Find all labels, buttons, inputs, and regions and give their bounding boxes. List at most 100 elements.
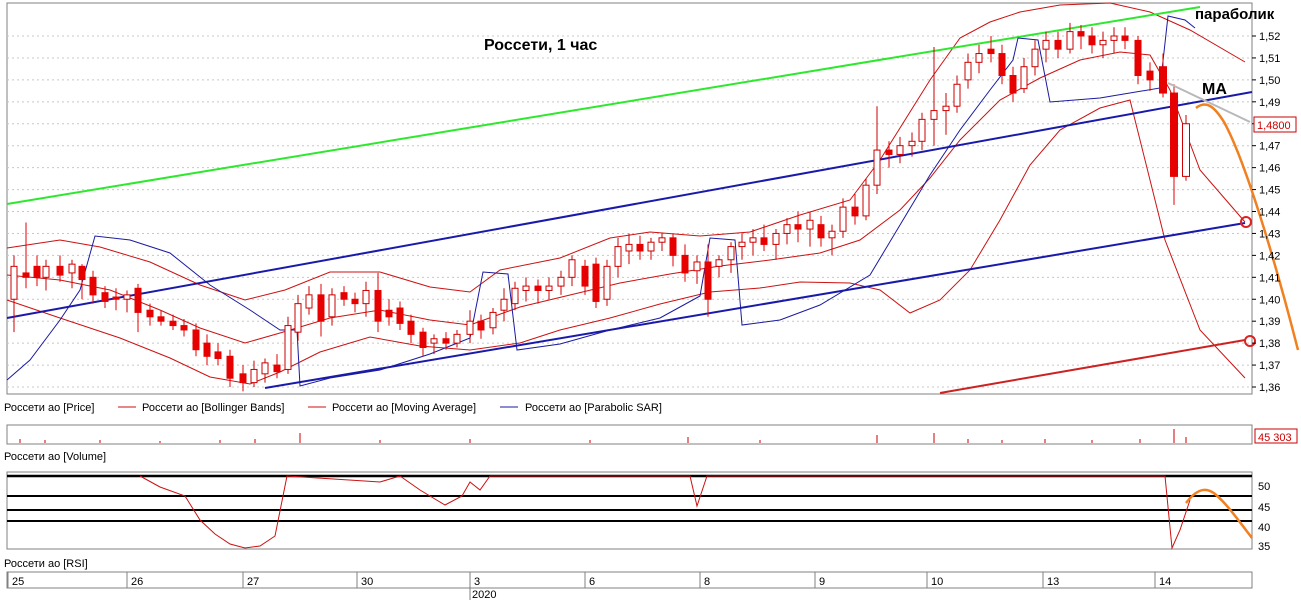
candle-body	[534, 285, 542, 291]
candle-body	[1054, 39, 1062, 50]
candle-body	[273, 364, 281, 373]
candle-body	[362, 289, 370, 305]
price-tick-label: 1,52	[1259, 31, 1280, 43]
candle-body	[1099, 39, 1107, 46]
legend-ma: Россети ао [Moving Average]	[332, 402, 476, 414]
rsi-panel: 50 45 40 35 Россети ао [RSI]	[4, 471, 1270, 570]
candle-body	[112, 296, 120, 300]
time-axis: 2020 25 26 27 30 3 6 8 9 10 13 14	[6, 571, 1253, 601]
candle-body	[134, 287, 142, 313]
candle-body	[693, 261, 701, 272]
candle-body	[727, 246, 735, 261]
candle-body	[918, 118, 926, 142]
day-label: 14	[1159, 576, 1171, 588]
price-tick-label: 1,39	[1259, 316, 1280, 328]
candle-body	[603, 265, 611, 300]
day-label: 13	[1047, 576, 1059, 588]
day-label: 30	[361, 576, 373, 588]
ma-annotation: MA	[1202, 81, 1227, 98]
candle-body	[896, 145, 904, 155]
candle-body	[964, 61, 972, 81]
candle-body	[772, 232, 780, 245]
price-tick-label: 1,46	[1259, 163, 1280, 175]
candle-body	[783, 224, 791, 234]
candle-body	[1077, 31, 1085, 37]
price-panel-frame	[6, 2, 1253, 395]
target-circle-lower	[1244, 335, 1256, 347]
candle-body	[305, 294, 313, 309]
volume-last-value: 45 303	[1258, 432, 1292, 444]
price-tick-label: 1,43	[1259, 228, 1280, 240]
candle-body	[396, 307, 404, 324]
candle-body	[192, 329, 200, 351]
candle-body	[68, 263, 76, 274]
price-tick-label: 1,38	[1259, 338, 1280, 350]
rsi-forecast-curve	[1185, 488, 1253, 539]
candle-body	[1159, 66, 1167, 94]
candle-body	[500, 298, 508, 311]
candle-body	[157, 316, 165, 322]
candle-body	[704, 261, 712, 300]
rsi-tick-40: 40	[1258, 522, 1270, 534]
green-trendline	[6, 6, 1201, 205]
price-tick-label: 1,47	[1259, 141, 1280, 153]
candle-body	[284, 325, 292, 370]
blue-upper-trendline	[6, 91, 1253, 319]
candle-body	[998, 53, 1006, 76]
price-tick-label: 1,45	[1259, 185, 1280, 197]
candle-body	[1170, 92, 1178, 177]
day-label: 26	[131, 576, 143, 588]
candle-body	[885, 149, 893, 155]
candle-body	[760, 237, 768, 245]
candle-body	[614, 246, 622, 267]
candle-body	[975, 53, 983, 63]
candle-body	[581, 265, 589, 287]
candle-body	[828, 230, 836, 239]
candle-body	[226, 355, 234, 379]
candle-body	[294, 303, 302, 333]
candle-body	[340, 292, 348, 300]
candle-body	[466, 320, 474, 335]
legend: Россети ао [Price] Россети ао [Bollinger…	[4, 402, 662, 414]
candle-body	[203, 342, 211, 357]
candle-body	[407, 320, 415, 335]
candle-body	[42, 265, 50, 278]
last-price-badge: 1,4800	[1253, 116, 1297, 133]
candle-body	[953, 83, 961, 107]
candle-body	[261, 362, 269, 375]
candle-body	[1134, 39, 1142, 76]
candle-body	[851, 206, 859, 217]
candle-body	[146, 309, 154, 318]
target-circle-upper	[1240, 216, 1252, 228]
trend-channels	[6, 6, 1253, 394]
candle-body	[430, 338, 438, 344]
candle-body	[1088, 35, 1096, 46]
candle-body	[180, 325, 188, 331]
volume-frame	[6, 424, 1253, 445]
candle-body	[511, 287, 519, 305]
price-tick-label: 1,44	[1259, 207, 1280, 219]
candle-body	[89, 276, 97, 296]
candle-body	[1121, 35, 1129, 41]
day-label: 6	[589, 576, 595, 588]
candle-body	[442, 338, 450, 344]
price-tick-label: 1,50	[1259, 75, 1280, 87]
candle-body	[123, 294, 131, 300]
candle-body	[987, 48, 995, 55]
sar-path	[6, 15, 1196, 387]
candle-body	[374, 289, 382, 322]
legend-price: Россети ао [Price]	[4, 402, 94, 414]
candle-body	[658, 237, 666, 243]
blue-lower-trendline	[264, 222, 1246, 389]
candle-body	[1110, 35, 1118, 41]
candles	[10, 22, 1190, 392]
candle-body	[419, 331, 427, 349]
candle-body	[101, 292, 109, 302]
candle-body	[78, 265, 86, 281]
candle-body	[545, 285, 553, 291]
price-tick-label: 1,36	[1259, 382, 1280, 394]
year-label: 2020	[472, 589, 496, 601]
candle-body	[636, 243, 644, 252]
candle-body	[749, 237, 757, 243]
